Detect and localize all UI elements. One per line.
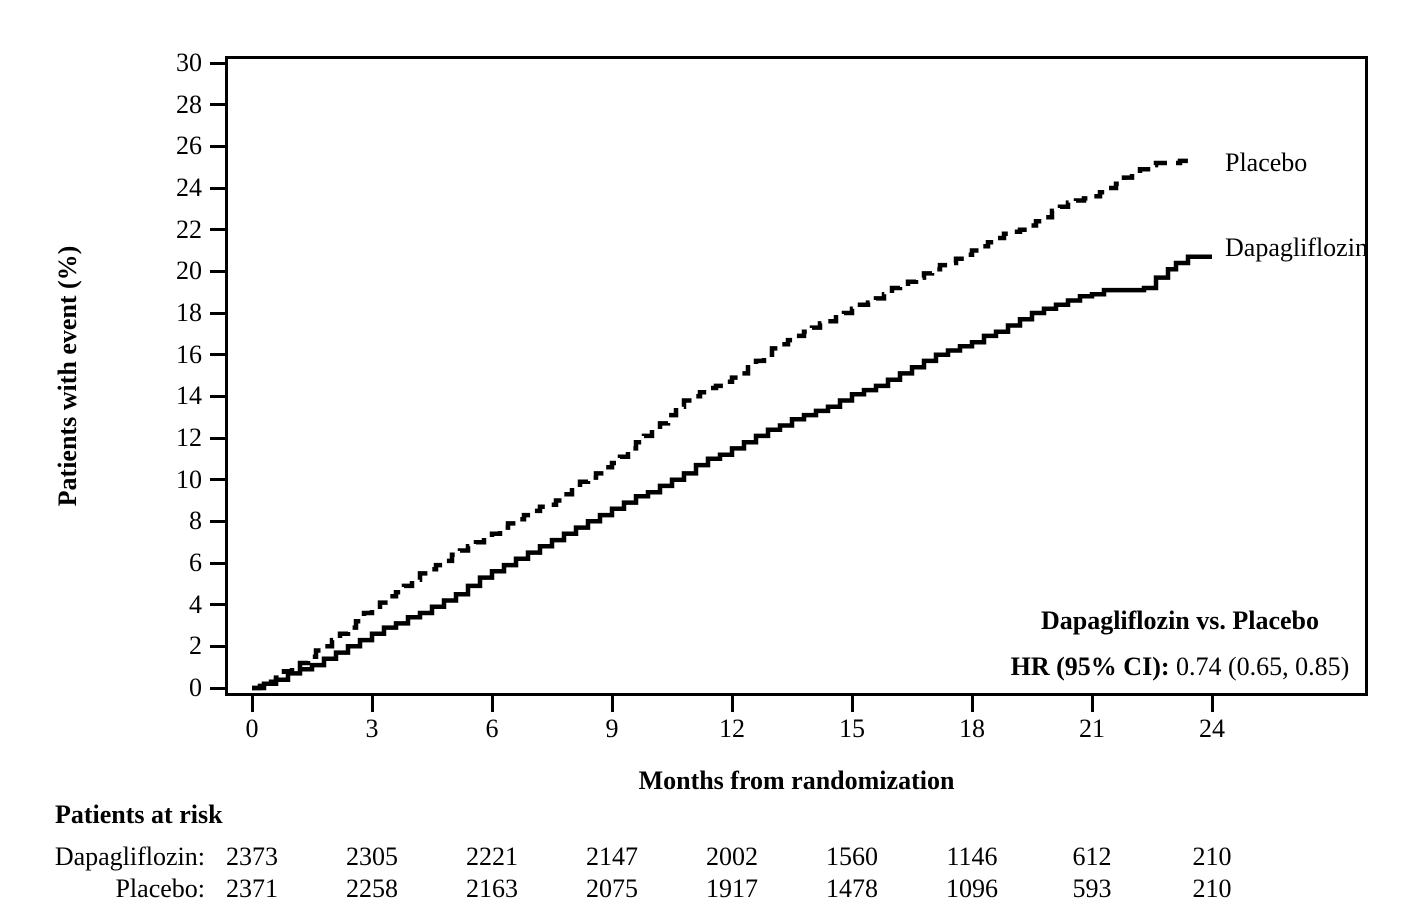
y-tick-mark — [210, 269, 225, 273]
curve-label-dapagliflozin: Dapagliflozin — [1225, 233, 1368, 262]
annotation-hr: HR (95% CI): 0.74 (0.65, 0.85) — [985, 650, 1375, 684]
y-tick-label: 18 — [176, 298, 202, 327]
x-tick-label: 24 — [1199, 714, 1225, 743]
annotation-hr-value: 0.74 (0.65, 0.85) — [1169, 652, 1350, 681]
y-tick-mark — [210, 478, 225, 482]
x-tick-mark — [850, 696, 854, 712]
y-tick-label: 12 — [176, 423, 202, 452]
x-tick-mark — [730, 696, 734, 712]
placebo-curve — [252, 158, 1192, 691]
y-tick-mark — [210, 686, 225, 690]
y-tick-mark — [210, 519, 225, 523]
risk-value: 2305 — [346, 842, 398, 871]
curve-label-placebo: Placebo — [1225, 148, 1308, 177]
risk-value: 1560 — [826, 842, 878, 871]
y-tick-label: 20 — [176, 256, 202, 286]
risk-value: 2258 — [346, 874, 398, 903]
risk-value: 210 — [1192, 842, 1232, 871]
risk-value: 1478 — [826, 874, 878, 903]
risk-row-label-dapagliflozin: Dapagliflozin: — [54, 842, 205, 871]
annotation-comparison: Dapagliflozin vs. Placebo — [1040, 606, 1320, 635]
risk-value: 1146 — [946, 842, 998, 871]
x-tick-label: 6 — [485, 714, 499, 743]
annotation-hr-label: HR (95% CI): — [1010, 652, 1170, 681]
y-tick-mark — [210, 561, 225, 565]
x-tick-mark — [970, 696, 974, 712]
y-tick-mark — [210, 61, 225, 65]
x-tick-label: 15 — [839, 714, 865, 743]
plot-area: Placebo Dapagliflozin — [225, 56, 1368, 696]
x-tick-mark — [490, 696, 494, 712]
risk-value: 612 — [1072, 842, 1112, 871]
y-tick-mark — [210, 103, 225, 107]
y-tick-mark — [210, 144, 225, 148]
y-tick-label: 28 — [176, 89, 202, 119]
risk-value: 593 — [1072, 874, 1112, 903]
y-tick-mark — [210, 311, 225, 315]
y-tick-label: 2 — [189, 631, 202, 661]
x-tick-label: 18 — [959, 714, 985, 743]
x-axis-title: Months from randomization — [638, 766, 955, 795]
hazard-ratio-annotation: Dapagliflozin vs. Placebo HR (95% CI): 0… — [985, 604, 1375, 684]
survival-curves-svg — [252, 158, 1212, 691]
risk-value: 2371 — [226, 874, 278, 903]
x-tick-mark — [370, 696, 374, 712]
risk-value: 2002 — [706, 842, 758, 871]
y-tick-label: 26 — [176, 131, 202, 161]
x-tick-label: 21 — [1079, 714, 1105, 743]
x-tick-mark — [610, 696, 614, 712]
y-tick-mark — [210, 228, 225, 232]
x-tick-label: 12 — [719, 714, 745, 743]
y-tick-mark — [210, 436, 225, 440]
risk-row-label-placebo: Placebo: — [115, 874, 205, 903]
y-tick-label: 24 — [176, 173, 202, 202]
risk-value: 2373 — [226, 842, 278, 871]
x-tick-label: 3 — [365, 714, 379, 743]
risk-value: 2075 — [586, 874, 638, 903]
risk-value: 1917 — [706, 874, 758, 903]
x-tick-label: 9 — [605, 714, 619, 743]
x-tick-mark — [250, 696, 254, 712]
risk-value: 2221 — [466, 842, 518, 871]
y-tick-label: 16 — [176, 339, 202, 369]
risk-value: 2147 — [586, 842, 638, 871]
y-tick-mark — [210, 394, 225, 398]
x-tick-mark — [1090, 696, 1094, 712]
risk-value: 210 — [1192, 874, 1232, 903]
y-tick-label: 4 — [189, 589, 202, 619]
y-tick-label: 6 — [189, 548, 202, 577]
y-tick-mark — [210, 603, 225, 607]
y-tick-label: 0 — [189, 673, 202, 702]
y-tick-label: 10 — [176, 464, 202, 494]
y-tick-mark — [210, 186, 225, 190]
y-tick-label: 22 — [176, 214, 202, 244]
y-tick-mark — [210, 353, 225, 357]
y-tick-label: 8 — [189, 506, 202, 536]
y-tick-mark — [210, 644, 225, 648]
y-axis-title: Patients with event (%) — [53, 245, 82, 507]
risk-value: 2163 — [466, 874, 518, 903]
risk-value: 1096 — [946, 874, 998, 903]
y-tick-label: 30 — [176, 48, 202, 77]
x-tick-mark — [1210, 696, 1214, 712]
x-tick-label: 0 — [245, 714, 259, 743]
y-tick-label: 14 — [176, 381, 202, 411]
dapagliflozin-curve — [252, 254, 1212, 691]
risk-table-header: Patients at risk — [55, 800, 223, 829]
